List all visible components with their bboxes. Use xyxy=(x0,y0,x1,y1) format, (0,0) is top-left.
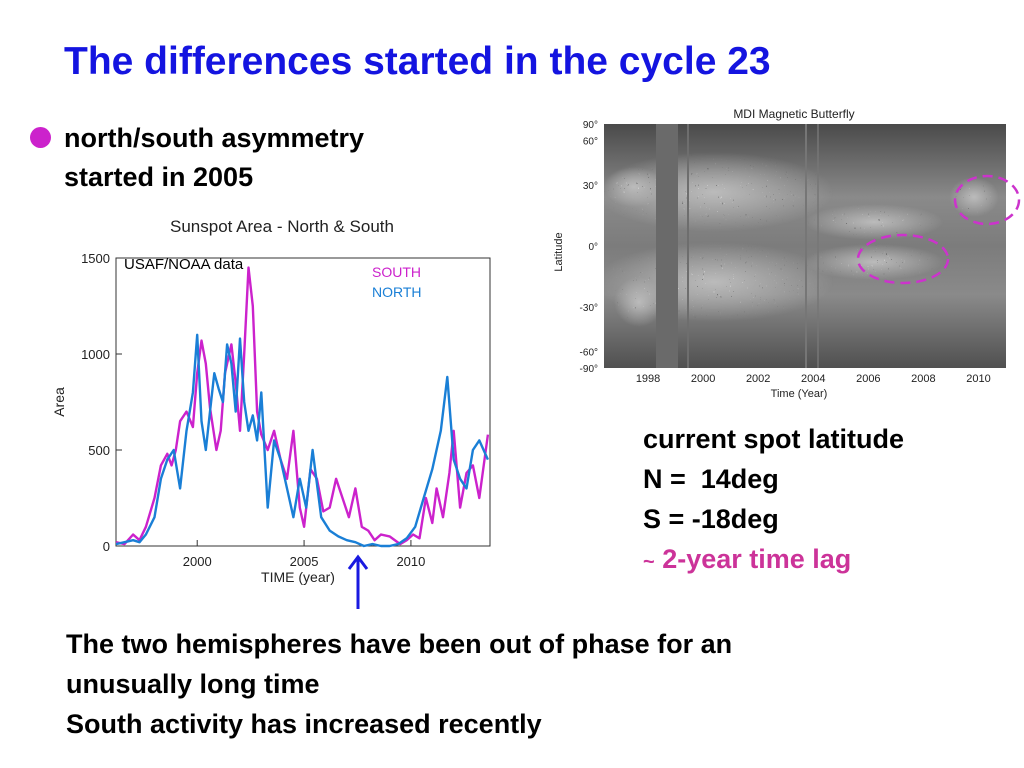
butterfly-x-tick-6: 2010 xyxy=(966,373,990,385)
butterfly-y-label: Latitude xyxy=(553,232,565,271)
butterfly-x-tick-1: 2000 xyxy=(691,373,715,385)
y-tick-label-0: 0 xyxy=(103,539,110,554)
butterfly-y-tick-3: 0° xyxy=(588,242,598,253)
highlight-circle-north xyxy=(953,174,1021,226)
x-tick-label-2: 2010 xyxy=(396,554,425,569)
summary-line-2: unusually long time xyxy=(66,669,320,699)
butterfly-title: MDI Magnetic Butterfly xyxy=(733,107,854,121)
x-tick-label-0: 2000 xyxy=(183,554,212,569)
note-line-1: current spot latitude xyxy=(643,424,905,454)
butterfly-gap-lines xyxy=(687,124,819,368)
series-line-north xyxy=(116,333,489,548)
y-tick-label-3: 1500 xyxy=(81,251,110,266)
arrow-head xyxy=(347,554,369,570)
bullet-dot-icon xyxy=(30,127,51,148)
legend-south: SOUTH xyxy=(372,264,421,280)
butterfly-x-tick-4: 2006 xyxy=(856,373,880,385)
x-axis-label: TIME (year) xyxy=(261,569,335,585)
series-line-south xyxy=(116,266,490,546)
sunspot-plot-frame xyxy=(115,257,491,547)
plot-area xyxy=(115,257,491,547)
mdi-magnetic-butterfly-diagram: MDI Magnetic Butterfly 1998 2000 2002 2004 2… xyxy=(553,107,1021,400)
butterfly-y-tick-5: -60° xyxy=(580,348,598,359)
y-tick-label-2: 1000 xyxy=(81,347,110,362)
butterfly-y-tick-4: -30° xyxy=(580,303,598,314)
highlight-circle-south xyxy=(856,233,950,285)
y-axis-label: Area xyxy=(51,387,67,417)
bullet-line-2: started in 2005 xyxy=(64,162,254,192)
axis-ticks: 2000 2005 2010 0 500 1000 1500 xyxy=(81,251,425,569)
x-tick-label-1: 2005 xyxy=(290,554,319,569)
current-latitude-note: current spot latitude N = 14deg S = -18d… xyxy=(643,419,904,582)
summary-line-1: The two hemispheres have been out of pha… xyxy=(66,629,733,659)
summary-text: The two hemispheres have been out of pha… xyxy=(66,624,732,744)
butterfly-x-tick-3: 2004 xyxy=(801,373,825,385)
butterfly-y-tick-6: -90° xyxy=(580,364,598,375)
note-line-south: S = -18deg xyxy=(643,504,779,534)
butterfly-x-tick-5: 2008 xyxy=(911,373,935,385)
series-lines xyxy=(116,266,490,548)
data-gap-band xyxy=(656,124,678,368)
approx-symbol: ~ xyxy=(643,551,655,573)
legend-north: NORTH xyxy=(372,284,422,300)
time-lag-note: ~ 2-year time lag xyxy=(643,539,904,582)
data-source-annotation: USAF/NOAA data xyxy=(124,256,244,273)
butterfly-x-label: Time (Year) xyxy=(771,388,828,400)
note-line-north: N = 14deg xyxy=(643,464,779,494)
summary-line-3: South activity has increased recently xyxy=(66,709,542,739)
butterfly-x-tick-2: 2002 xyxy=(746,373,770,385)
slide-title: The differences started in the cycle 23 xyxy=(64,40,771,83)
butterfly-y-tick-1: 60° xyxy=(583,136,598,147)
bullet-line-1: north/south asymmetry xyxy=(64,123,365,153)
pointer-arrow xyxy=(347,554,369,609)
butterfly-y-tick-2: 30° xyxy=(583,181,598,192)
chart-title: Sunspot Area - North & South xyxy=(170,217,394,236)
time-lag-text: 2-year time lag xyxy=(662,544,852,574)
butterfly-axis-ticks: 1998 2000 2002 2004 2006 2008 2010 90° 60° 30° 0° -… xyxy=(580,120,991,385)
y-tick-label-1: 500 xyxy=(88,443,110,458)
sunspot-area-chart: Sunspot Area - North & South 2000 2005 201… xyxy=(51,217,491,585)
butterfly-x-tick-0: 1998 xyxy=(636,373,660,385)
butterfly-y-tick-0: 90° xyxy=(583,120,598,131)
